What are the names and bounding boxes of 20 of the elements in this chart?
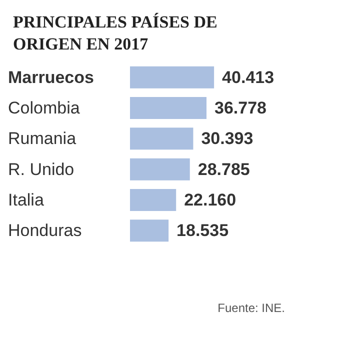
data-label: 30.393 [201,129,254,148]
bar [130,189,176,211]
data-label: 22.160 [184,190,236,210]
y-tick-label: Honduras [8,221,82,240]
chart-title: PRINCIPALES PAÍSES DE ORIGEN EN 2017 [13,12,222,54]
y-tick-label: Rumania [8,129,77,148]
bar [130,158,190,180]
bar [130,128,194,150]
data-label: 28.785 [198,160,250,179]
y-tick-label: Italia [8,190,44,210]
data-label: 36.778 [214,98,266,118]
source-note: Fuente: INE. [218,301,286,315]
bar [130,97,206,119]
data-label: 18.535 [176,221,229,240]
bar [130,220,169,242]
bar [130,66,214,88]
y-tick-label: R. Unido [8,160,74,179]
y-tick-label: Colombia [8,98,80,118]
y-tick-label: Marruecos [8,68,94,87]
data-label: 40.413 [222,68,274,87]
